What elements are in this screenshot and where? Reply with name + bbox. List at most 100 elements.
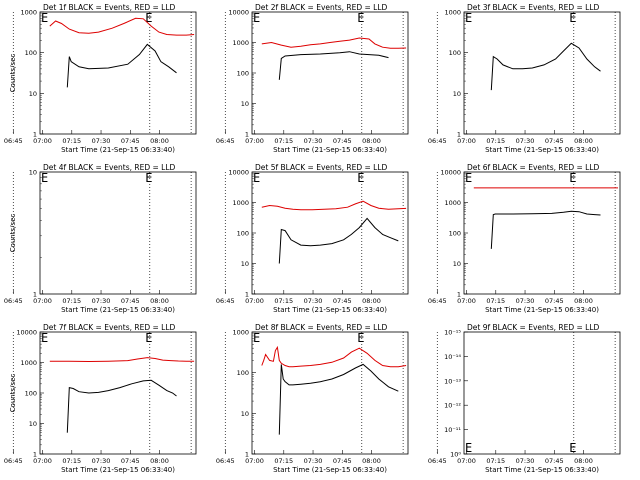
y-tick-label: 1	[245, 291, 249, 299]
events-series-line	[490, 210, 601, 249]
x-tick-label: 07:00	[245, 297, 264, 305]
y-tick-label: 10000	[228, 169, 249, 177]
panel-title: Det 3f BLACK = Events, RED = LLD	[467, 3, 600, 12]
e-marker: E	[145, 171, 152, 185]
e-marker: E	[465, 441, 472, 455]
e-marker: E	[145, 331, 152, 345]
y-tick-label: 10000	[228, 9, 249, 17]
events-series-line	[66, 43, 177, 88]
y-tick-label: 1000	[444, 199, 461, 207]
x-tick-label: 07:45	[545, 457, 564, 465]
x-tick-label: 06:45	[216, 457, 235, 465]
y-tick-label: 10	[241, 100, 249, 108]
x-axis-label: Start Time (21-Sep-15 06:33:40)	[61, 466, 175, 474]
x-tick-label: 07:30	[304, 297, 323, 305]
panel-det-9: Det 9f BLACK = Events, RED = LLD 10⁰ 10⁻¹¹…	[428, 323, 621, 474]
x-tick-label: 08:00	[362, 297, 381, 305]
y-tick-label: 100	[25, 390, 37, 398]
x-tick-label: 06:45	[216, 297, 235, 305]
x-axis-label: Start Time (21-Sep-15 06:33:40)	[485, 146, 599, 154]
lld-series-line	[261, 200, 407, 211]
x-axis-label: Start Time (21-Sep-15 06:33:40)	[61, 146, 175, 154]
plot-frame	[251, 331, 409, 455]
x-axis-label: Start Time (21-Sep-15 06:33:40)	[61, 306, 175, 314]
y-tick-label: 1000	[232, 329, 249, 337]
x-tick-label: 07:15	[486, 137, 505, 145]
panel-det-2: Det 2f BLACK = Events, RED = LLD 1 10 100 10…	[216, 3, 409, 154]
y-tick-label: 100	[237, 70, 249, 78]
y-tick-label: 100	[449, 49, 461, 57]
e-marker: E	[253, 331, 260, 345]
e-marker: E	[145, 11, 152, 25]
panel-det-4: Det 4f BLACK = Events, RED = LLD 1 10 06:45…	[4, 163, 197, 314]
x-tick-label: 06:45	[4, 137, 23, 145]
plot-frame	[251, 171, 409, 295]
y-tick-label: 10	[241, 410, 249, 418]
x-axis-label: Start Time (21-Sep-15 06:33:40)	[273, 146, 387, 154]
x-tick-label: 07:15	[486, 457, 505, 465]
panel-title: Det 1f BLACK = Events, RED = LLD	[43, 3, 176, 12]
lld-series-line	[49, 357, 195, 363]
y-tick-label: 1	[457, 291, 461, 299]
x-tick-label: 08:00	[150, 137, 169, 145]
y-tick-label: 1000	[444, 9, 461, 17]
panel-title: Det 4f BLACK = Events, RED = LLD	[43, 163, 176, 172]
y-tick-label: 100	[237, 230, 249, 238]
x-tick-label: 07:30	[304, 137, 323, 145]
x-tick-label: 07:00	[457, 297, 476, 305]
x-tick-label: 07:15	[274, 137, 293, 145]
x-tick-label: 08:00	[574, 137, 593, 145]
plot-frame	[463, 331, 621, 455]
x-tick-label: 07:45	[121, 457, 140, 465]
y-tick-label: 1	[245, 131, 249, 139]
x-tick-label: 08:00	[150, 457, 169, 465]
panel-title: Det 5f BLACK = Events, RED = LLD	[255, 163, 388, 172]
plot-frame	[463, 11, 621, 135]
x-tick-label: 07:00	[245, 457, 264, 465]
y-tick-label: 10	[241, 260, 249, 268]
x-tick-label: 07:15	[62, 137, 81, 145]
x-tick-label: 07:00	[245, 137, 264, 145]
y-tick-label: 1000	[232, 39, 249, 47]
panel-det-6: Det 6f BLACK = Events, RED = LLD 1 10 100 10…	[428, 163, 621, 314]
y-tick-label: 10⁻¹¹	[444, 426, 461, 434]
y-tick-label: 1	[33, 291, 37, 299]
panel-title: Det 9f BLACK = Events, RED = LLD	[467, 323, 600, 332]
y-tick-label: 100	[237, 369, 249, 377]
x-tick-label: 06:45	[428, 137, 447, 145]
x-tick-label: 08:00	[574, 297, 593, 305]
x-axis-label: Start Time (21-Sep-15 06:33:40)	[273, 466, 387, 474]
x-tick-label: 07:30	[516, 457, 535, 465]
e-marker: E	[357, 171, 364, 185]
x-tick-label: 08:00	[574, 457, 593, 465]
panel-title: Det 6f BLACK = Events, RED = LLD	[467, 163, 600, 172]
y-tick-label: 10⁻¹²	[444, 402, 461, 410]
e-marker: E	[357, 331, 364, 345]
panel-det-5: Det 5f BLACK = Events, RED = LLD 1 10 100 10…	[216, 163, 409, 314]
x-tick-label: 07:45	[121, 297, 140, 305]
x-tick-label: 07:45	[333, 137, 352, 145]
x-tick-label: 07:15	[274, 297, 293, 305]
e-marker: E	[357, 11, 364, 25]
events-series-line	[66, 379, 177, 433]
plot-frame	[39, 11, 197, 135]
events-series-line	[490, 42, 601, 91]
y-tick-label: 10	[453, 260, 461, 268]
x-tick-label: 07:45	[333, 297, 352, 305]
x-tick-label: 07:00	[33, 297, 52, 305]
y-tick-label: 10	[29, 169, 37, 177]
y-tick-label: 100	[25, 49, 37, 57]
panel-det-1: Det 1f BLACK = Events, RED = LLD 1 10 100 10…	[4, 3, 197, 154]
x-tick-label: 07:45	[121, 137, 140, 145]
e-marker: E	[41, 11, 48, 25]
lld-series-line	[49, 17, 195, 36]
e-marker: E	[465, 171, 472, 185]
y-tick-label: 1	[457, 131, 461, 139]
x-tick-label: 06:45	[216, 137, 235, 145]
y-tick-label: 1	[33, 451, 37, 459]
y-tick-label: 10⁻¹³	[444, 377, 461, 385]
y-tick-label: 10⁰	[450, 451, 461, 459]
x-tick-label: 07:45	[545, 137, 564, 145]
y-tick-label: 1000	[232, 199, 249, 207]
x-tick-label: 06:45	[428, 297, 447, 305]
